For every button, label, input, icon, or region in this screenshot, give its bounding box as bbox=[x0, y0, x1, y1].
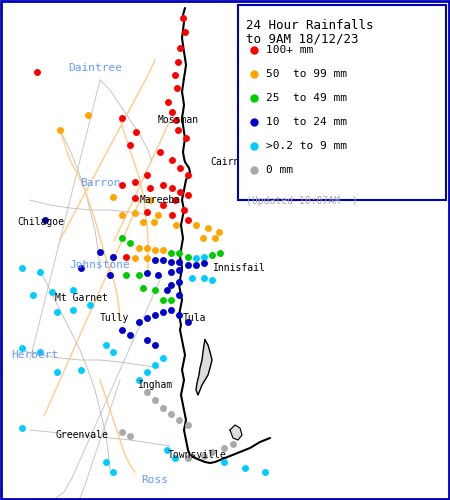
Text: Tully: Tully bbox=[100, 313, 130, 323]
Text: Daintree: Daintree bbox=[68, 63, 122, 73]
Text: 50  to 99 mm: 50 to 99 mm bbox=[266, 69, 347, 79]
Text: Tula: Tula bbox=[183, 313, 207, 323]
Polygon shape bbox=[196, 340, 212, 395]
Text: 24 Hour Rainfalls: 24 Hour Rainfalls bbox=[246, 19, 374, 32]
Polygon shape bbox=[230, 425, 242, 440]
Text: Townsville: Townsville bbox=[168, 450, 227, 460]
Text: Ross: Ross bbox=[141, 475, 168, 485]
Text: Chilagoe: Chilagoe bbox=[17, 217, 64, 227]
Text: Innisfail: Innisfail bbox=[213, 263, 266, 273]
Text: Cairns: Cairns bbox=[210, 157, 245, 167]
Text: Barron: Barron bbox=[80, 178, 120, 188]
Text: 25  to 49 mm: 25 to 49 mm bbox=[266, 93, 347, 103]
Text: (Updated 10:07AM  ): (Updated 10:07AM ) bbox=[246, 196, 358, 206]
Text: Ingham: Ingham bbox=[138, 380, 173, 390]
Text: >0.2 to 9 mm: >0.2 to 9 mm bbox=[266, 141, 347, 151]
Text: to 9AM 18/12/23: to 9AM 18/12/23 bbox=[246, 32, 359, 45]
Text: Herbert: Herbert bbox=[11, 350, 59, 360]
Text: 0 mm: 0 mm bbox=[266, 165, 293, 175]
Text: Johnstone: Johnstone bbox=[70, 260, 130, 270]
Text: Mossman: Mossman bbox=[158, 115, 199, 125]
Text: 100+ mm: 100+ mm bbox=[266, 45, 313, 55]
Text: 10  to 24 mm: 10 to 24 mm bbox=[266, 117, 347, 127]
Bar bbox=[238, 5, 446, 200]
Text: Greenvale: Greenvale bbox=[55, 430, 108, 440]
Text: Mt Garnet: Mt Garnet bbox=[55, 293, 108, 303]
Text: Mareeba: Mareeba bbox=[140, 195, 181, 205]
